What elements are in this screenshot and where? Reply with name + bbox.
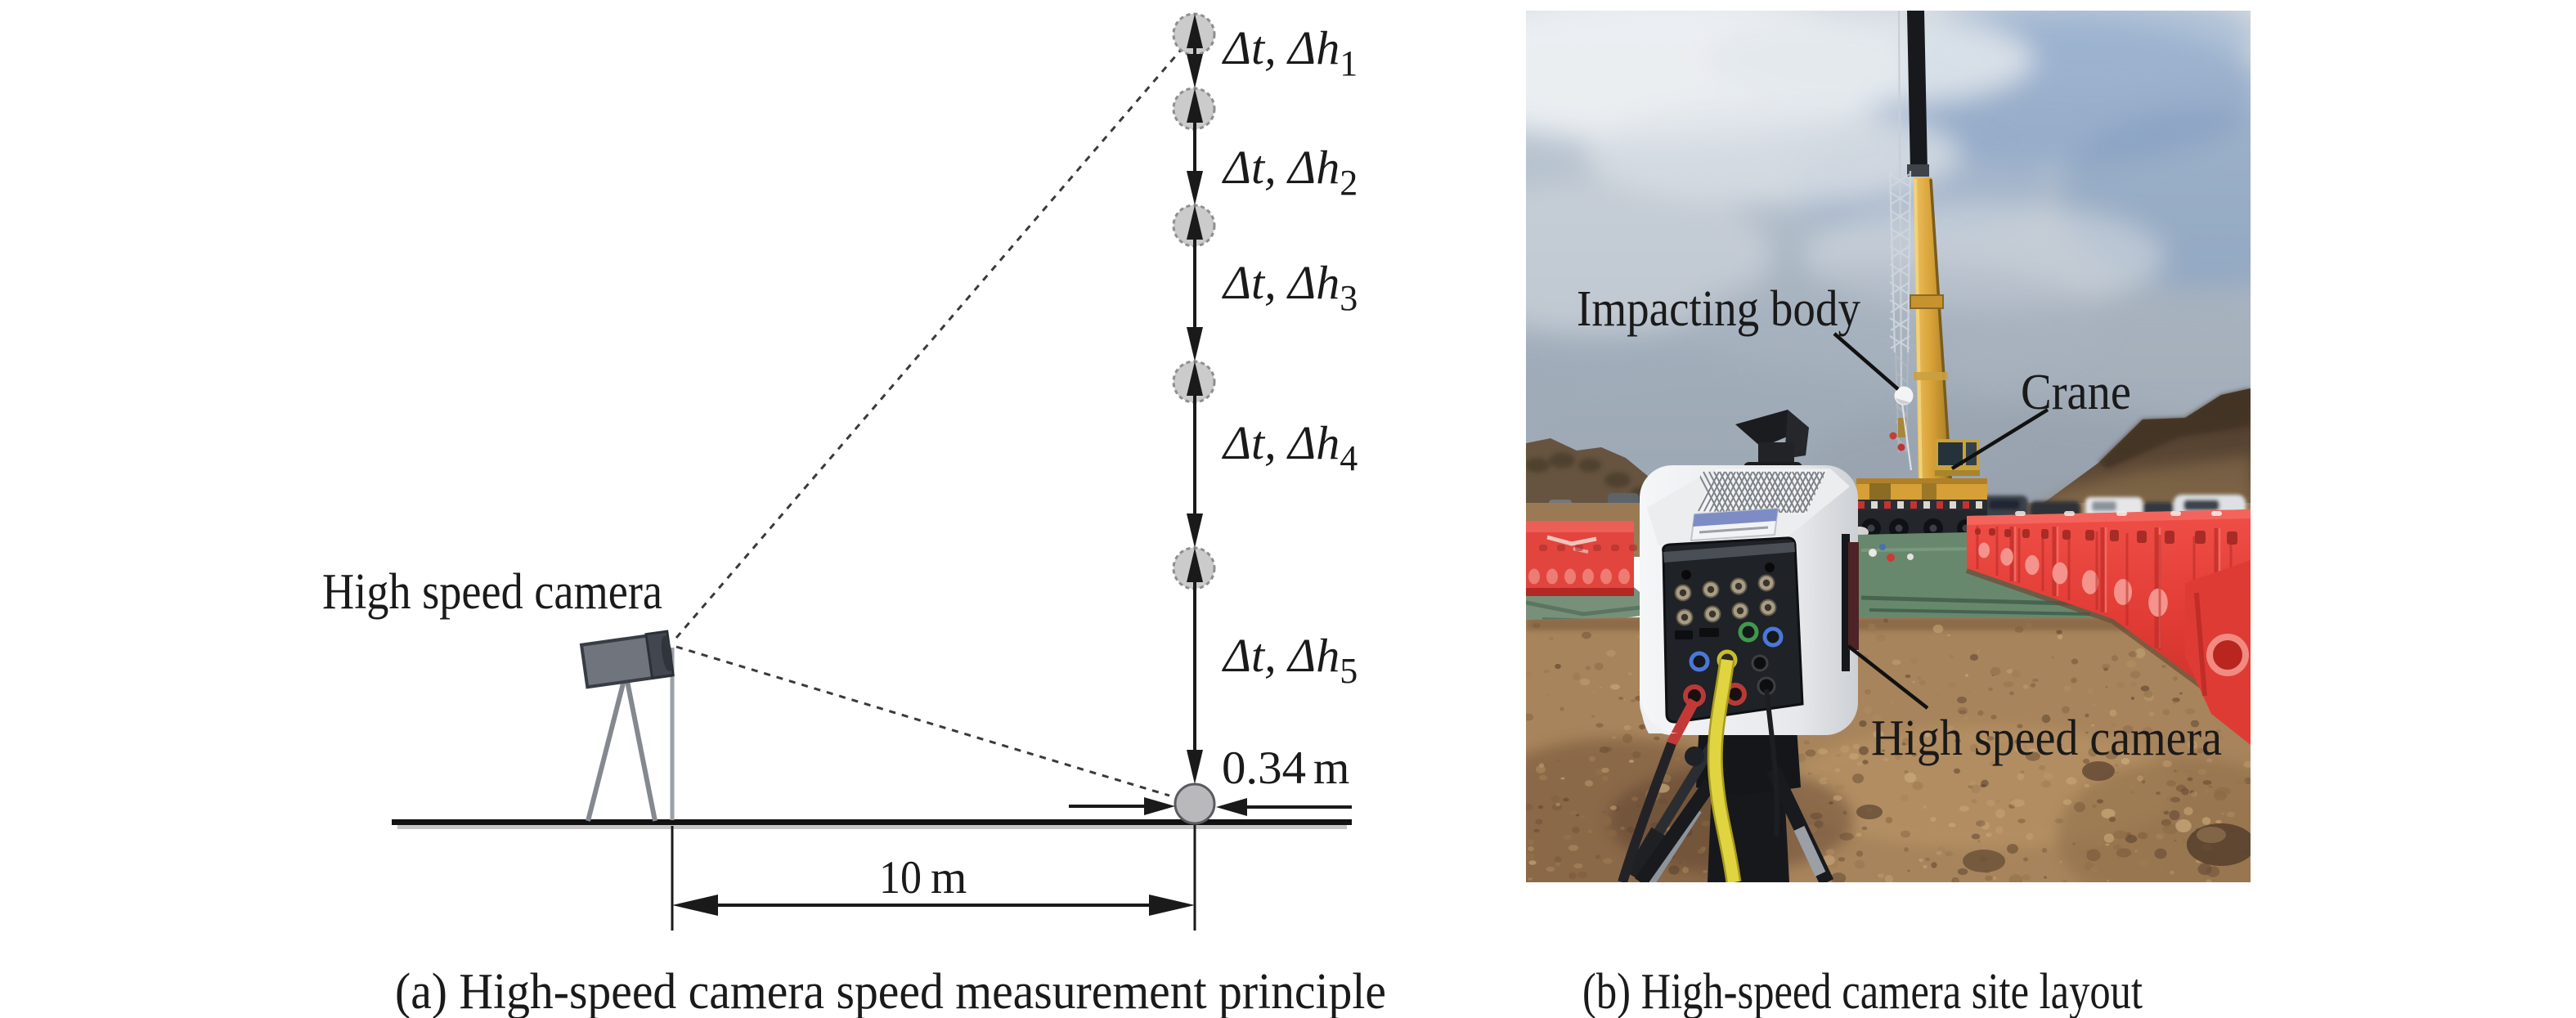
svg-text:Crane: Crane (2021, 365, 2131, 420)
svg-text:(a) High-speed camera speed me: (a) High-speed camera speed measurement … (395, 964, 1386, 1018)
svg-text:m: m (1313, 742, 1349, 794)
svg-text:Δt, Δh4: Δt, Δh4 (1222, 416, 1358, 478)
svg-text:Δt, Δh3: Δt, Δh3 (1222, 256, 1358, 318)
svg-text:High speed camera: High speed camera (1871, 711, 2222, 766)
svg-text:High speed camera: High speed camera (322, 564, 662, 620)
svg-text:m: m (931, 852, 967, 904)
svg-text:(b) High-speed camera site lay: (b) High-speed camera site layout (1582, 964, 2143, 1018)
svg-text:Impacting body: Impacting body (1577, 281, 1860, 337)
svg-text:Δt, Δh1: Δt, Δh1 (1222, 21, 1358, 83)
svg-text:Δt, Δh2: Δt, Δh2 (1222, 141, 1358, 203)
svg-text:Δt, Δh5: Δt, Δh5 (1222, 629, 1358, 691)
svg-text:10: 10 (879, 852, 922, 904)
svg-text:0.34: 0.34 (1222, 742, 1306, 794)
